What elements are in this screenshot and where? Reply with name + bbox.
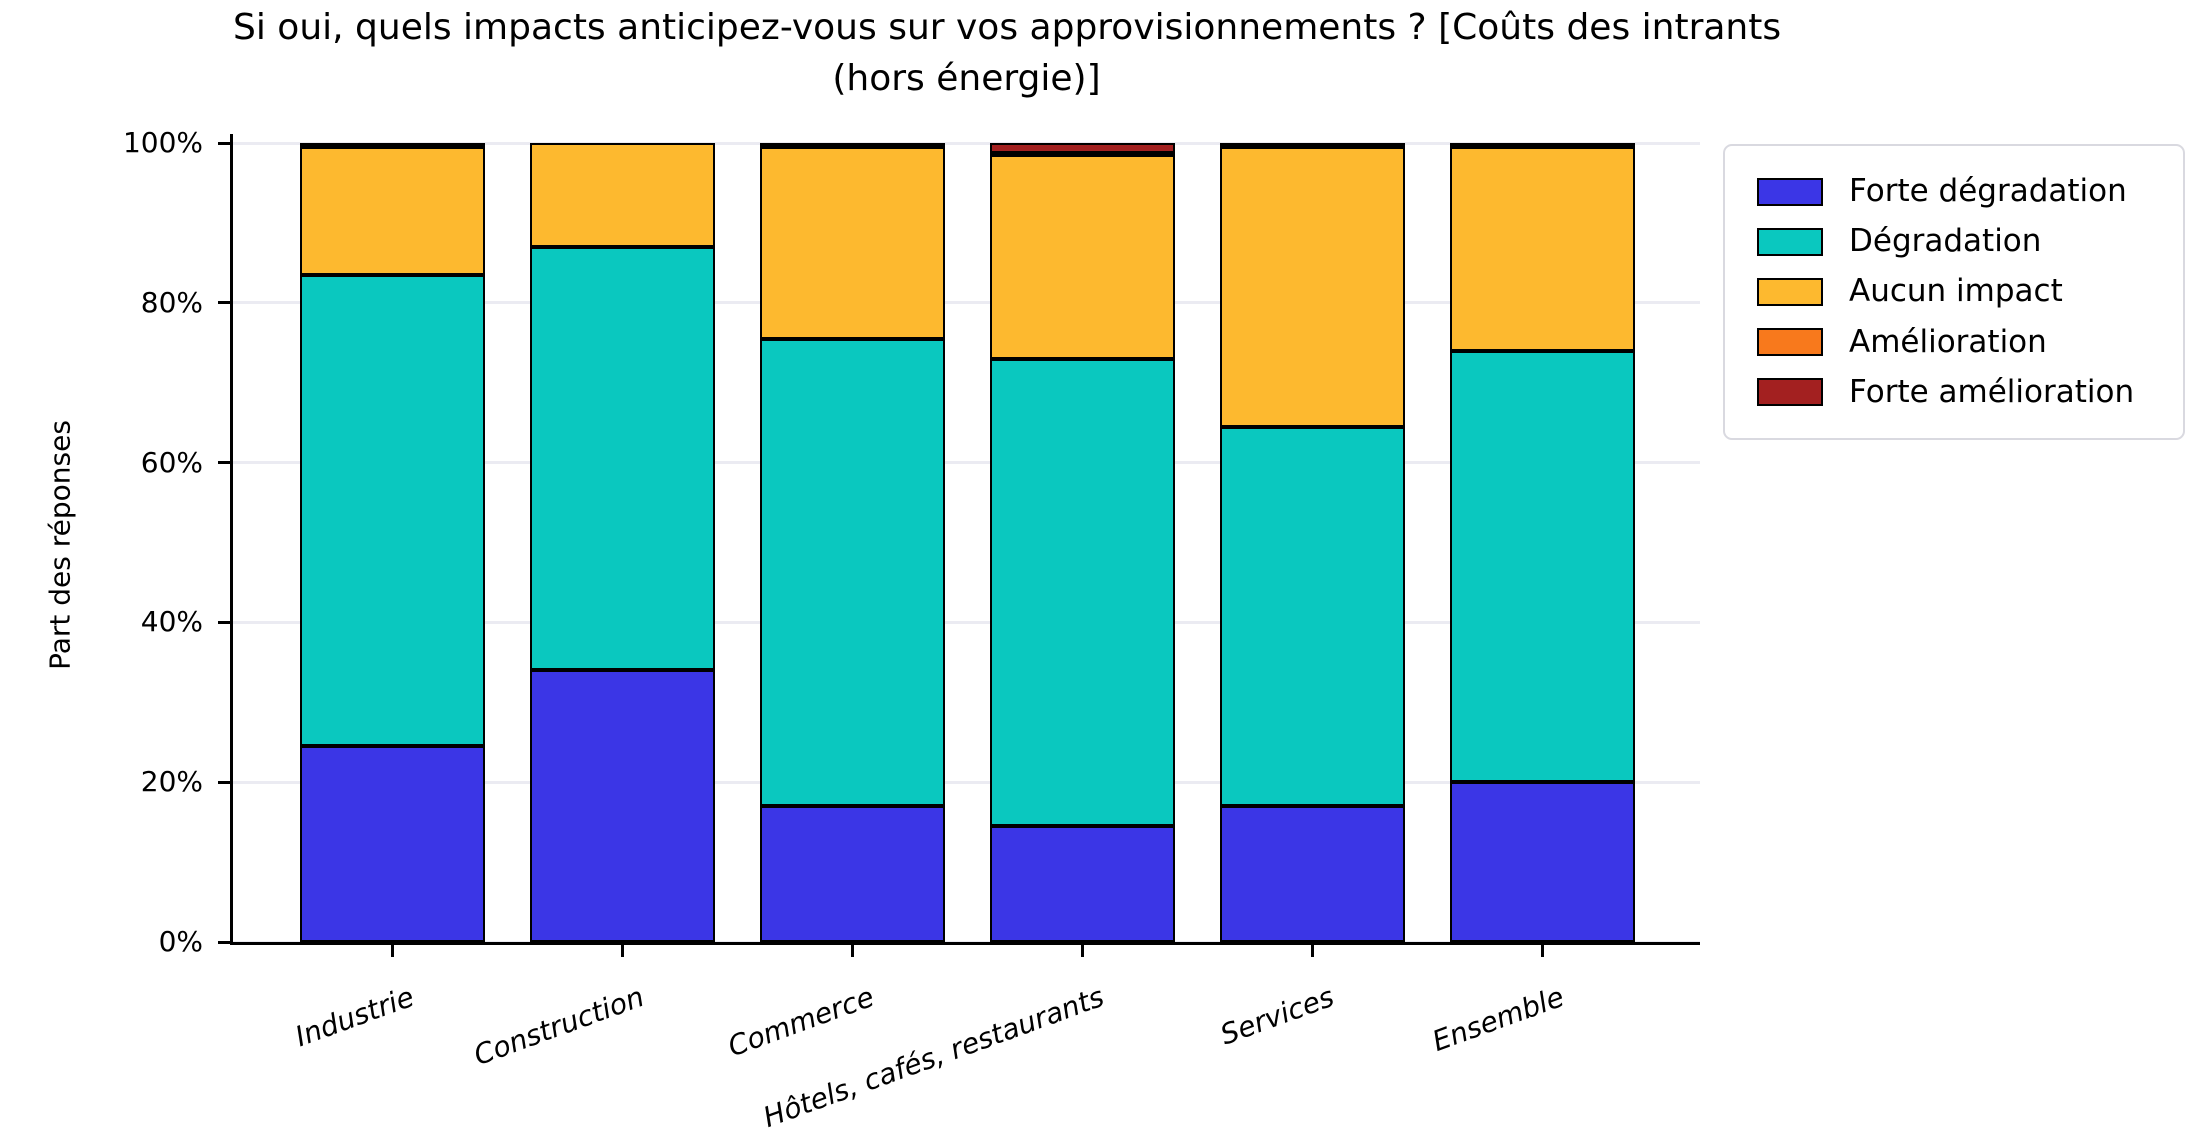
bar-segment <box>1220 806 1405 942</box>
legend-label: Dégradation <box>1849 223 2042 260</box>
x-tick-label: Construction <box>468 980 648 1072</box>
x-tick-mark <box>621 944 624 957</box>
bar-segment <box>1450 147 1635 351</box>
legend-item: Amélioration <box>1757 324 2183 361</box>
y-tick-label: 0% <box>158 925 203 958</box>
bar-segment <box>300 746 485 942</box>
x-tick-label: Commerce <box>723 980 878 1064</box>
bar-segment <box>990 358 1175 827</box>
legend-label: Aucun impact <box>1849 273 2063 310</box>
x-tick-label: Services <box>1215 980 1338 1052</box>
x-tick-mark <box>1311 944 1314 957</box>
y-tick-label: 80% <box>140 285 203 319</box>
bar-segment <box>300 274 485 747</box>
legend-label: Forte amélioration <box>1849 373 2135 410</box>
x-tick-label: Industrie <box>290 980 418 1054</box>
bar-column <box>1220 143 1405 942</box>
y-tick-label: 40% <box>140 605 203 639</box>
legend-item: Aucun impact <box>1757 273 2183 310</box>
gridline <box>233 461 1700 465</box>
bar-segment <box>530 670 715 942</box>
legend-color-patch <box>1757 177 1823 206</box>
bar-column <box>300 143 485 942</box>
y-tick-label: 20% <box>140 765 203 799</box>
bar-segment <box>760 147 945 339</box>
plot-area: 0% 20% 40% 60% 80% 100% Industrie Construction C… <box>123 126 1700 1129</box>
gridline <box>233 620 1700 624</box>
bar-column <box>530 143 715 942</box>
legend-label: Forte dégradation <box>1849 173 2127 210</box>
bar-segment <box>1220 147 1405 427</box>
chart-title-line2: (hors énergie)] <box>832 58 1101 100</box>
y-tick-label: 100% <box>122 126 203 159</box>
bar-segment <box>1450 782 1635 942</box>
legend-color-patch <box>1757 227 1823 256</box>
bar-column <box>760 143 945 942</box>
bar-segment <box>1450 143 1635 147</box>
x-tick-mark <box>1081 944 1084 957</box>
bar-segment <box>1220 426 1405 807</box>
legend-color-patch <box>1757 328 1823 357</box>
legend-item: Forte dégradation <box>1757 173 2183 210</box>
bar-segment <box>300 143 485 147</box>
y-tick-label: 60% <box>140 445 203 479</box>
x-tick-mark <box>851 944 854 957</box>
bar-segment <box>990 826 1175 942</box>
y-axis-spine <box>230 134 233 945</box>
bar-segment <box>300 147 485 275</box>
bar-segment <box>530 246 715 671</box>
x-axis-spine <box>230 942 1700 945</box>
y-tick-mark <box>218 620 230 624</box>
gridline <box>233 780 1700 784</box>
legend-color-patch <box>1757 378 1823 407</box>
bar-segment <box>760 338 945 807</box>
legend-item: Forte amélioration <box>1757 374 2183 411</box>
y-tick-mark <box>218 301 230 305</box>
bar-column <box>1450 143 1635 942</box>
x-tick-mark <box>391 944 394 957</box>
bar-segment <box>1450 350 1635 783</box>
chart-title: Si oui, quels impacts anticipez-vous sur… <box>233 2 1782 104</box>
legend-item: Dégradation <box>1757 223 2183 260</box>
bar-segment <box>1220 143 1405 147</box>
bar-segment <box>990 143 1175 154</box>
bar-segment <box>530 143 715 247</box>
y-tick-mark <box>218 780 230 784</box>
x-tick-label: Ensemble <box>1427 980 1568 1058</box>
gridline <box>233 141 1700 145</box>
legend-color-patch <box>1757 278 1823 306</box>
y-tick-mark <box>218 461 230 465</box>
y-tick-mark <box>218 141 230 145</box>
bar-segment <box>760 806 945 942</box>
bar-segment <box>760 143 945 147</box>
gridline <box>233 301 1700 305</box>
bar-column <box>990 143 1175 942</box>
chart-title-line1: Si oui, quels impacts anticipez-vous sur… <box>233 7 1782 48</box>
bar-segment <box>990 155 1175 359</box>
legend: Forte dégradation Dégradation Aucun impact… <box>1723 144 2185 440</box>
y-tick-mark <box>218 940 230 944</box>
y-axis-label: Part des réponses <box>43 420 77 670</box>
x-tick-mark <box>1541 944 1544 957</box>
legend-label: Amélioration <box>1849 323 2047 360</box>
